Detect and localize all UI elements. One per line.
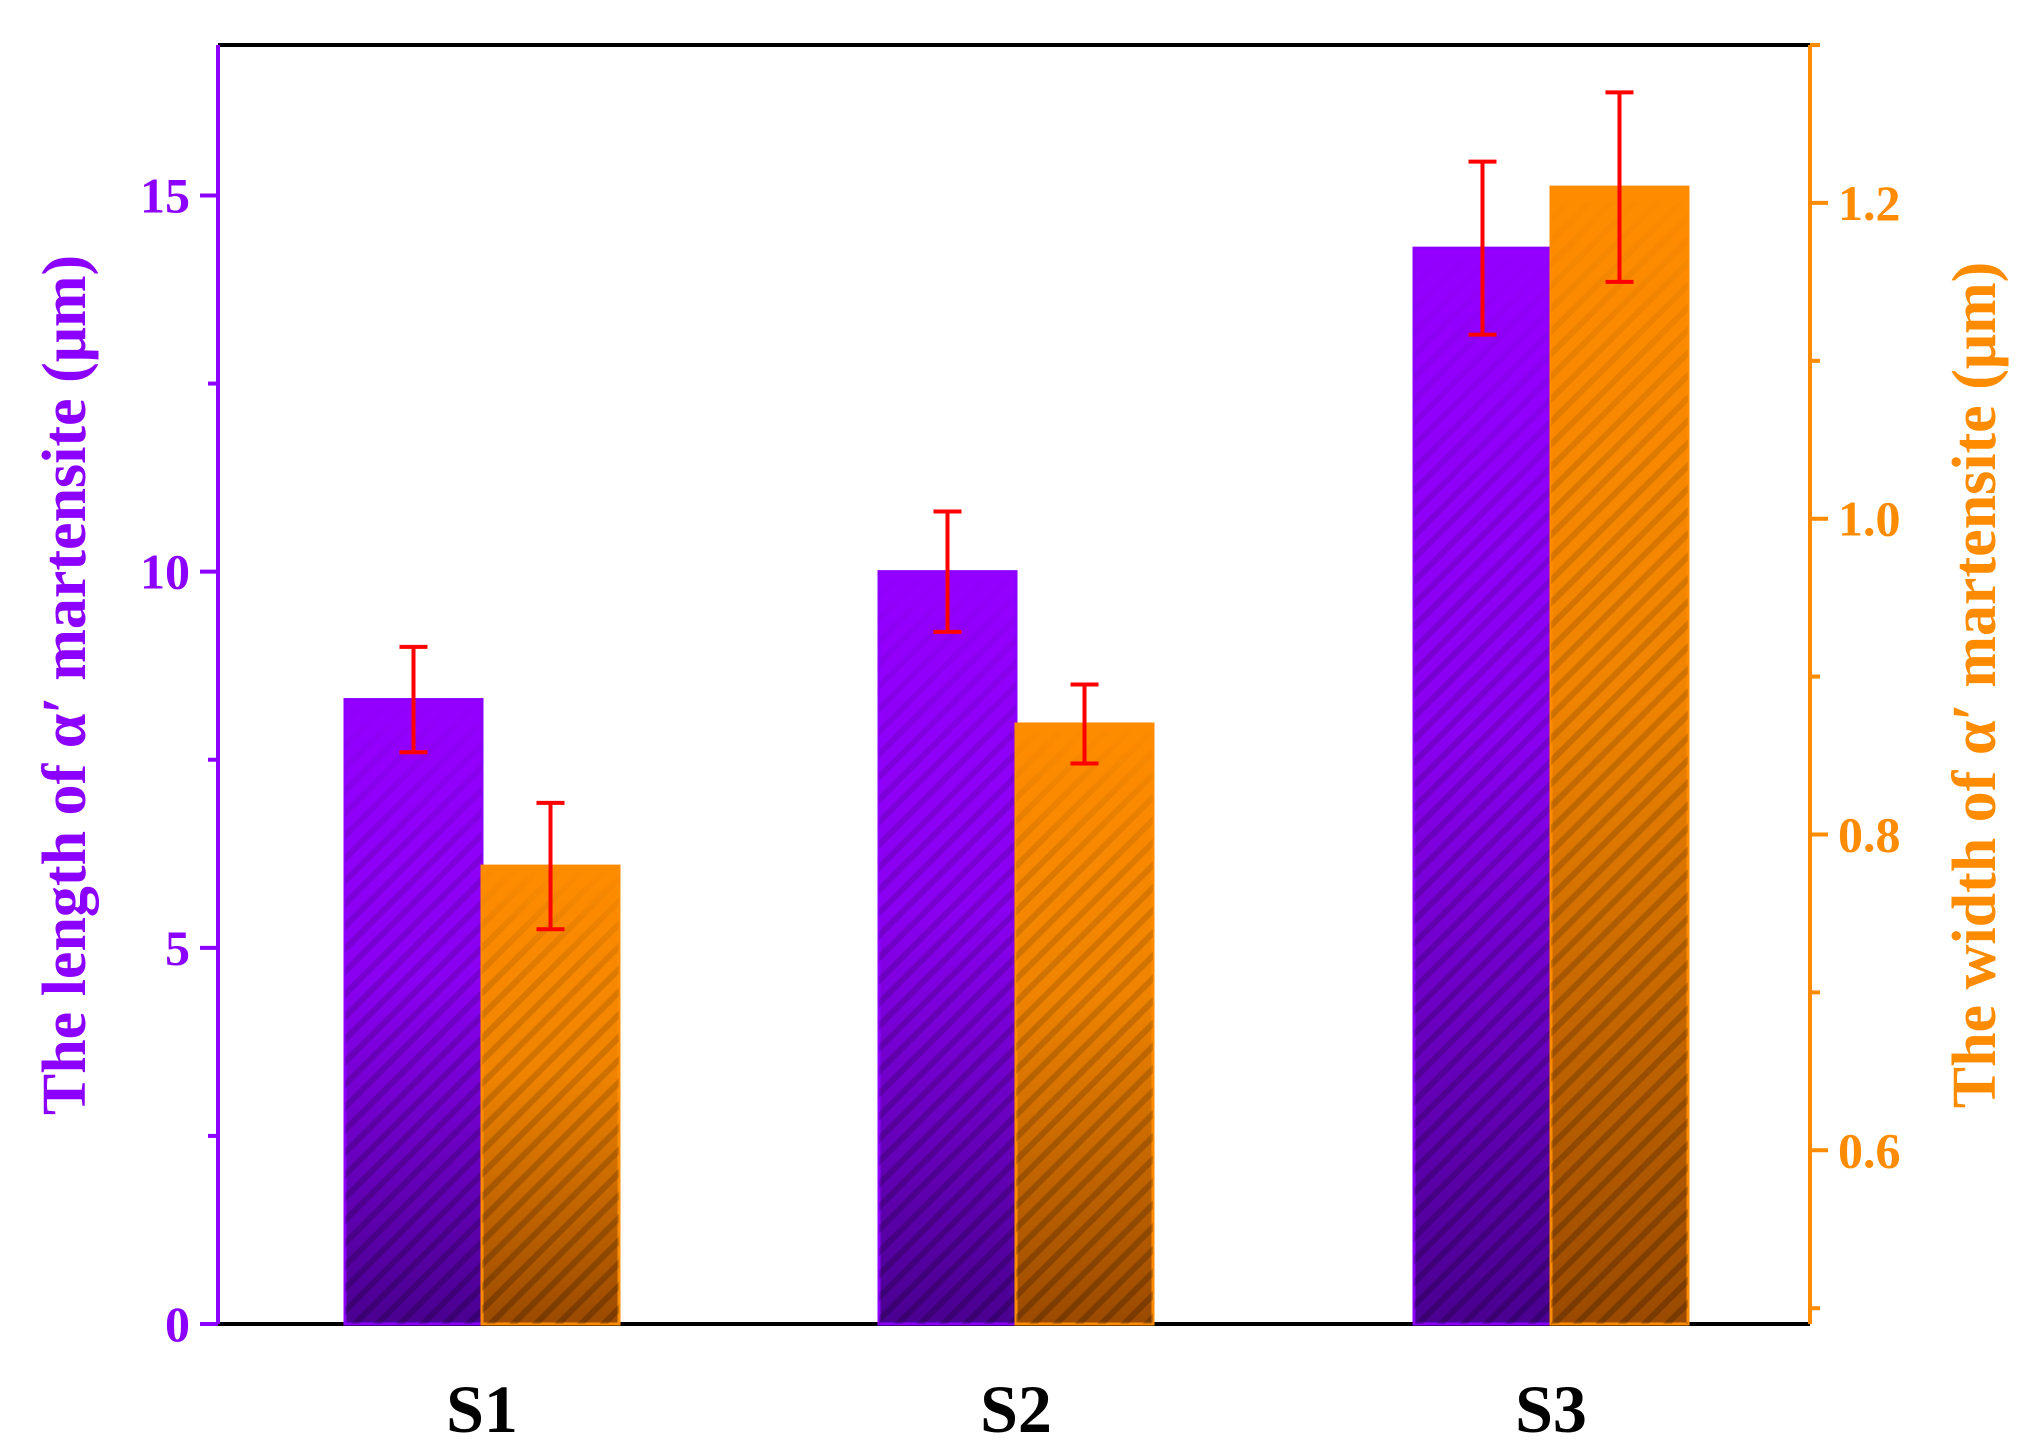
category-label-s2: S2 (980, 1371, 1052, 1447)
labels-layer: 0 5 10 15 0.6 0.8 1.0 1.2 S1 S2 S3 (140, 167, 1901, 1447)
category-label-s3: S3 (1515, 1371, 1587, 1447)
bar-hatch-s1-series2 (482, 866, 619, 1324)
right-axis-title: The width of α′ martensite (μm) (1941, 262, 2009, 1109)
bar-hatch-s1-series1 (345, 699, 482, 1324)
right-tick-label: 0.6 (1838, 1122, 1901, 1178)
category-label-s1: S1 (446, 1371, 518, 1447)
right-tick-label: 0.8 (1838, 807, 1901, 863)
right-tick-label: 1.2 (1838, 175, 1901, 231)
bar-hatch-s2-series1 (879, 571, 1016, 1324)
left-axis-title: The length of α′ martensite (μm) (31, 255, 99, 1115)
bar-hatch-s2-series2 (1016, 723, 1153, 1324)
bar-hatch-s3-series2 (1551, 187, 1688, 1325)
bars-layer (343, 185, 1690, 1326)
bar-hatch-s3-series1 (1414, 248, 1551, 1325)
left-tick-label: 5 (165, 920, 190, 976)
right-tick-label: 1.0 (1838, 491, 1901, 547)
error-bars-layer (399, 90, 1634, 932)
left-tick-label: 15 (140, 167, 190, 223)
left-tick-label: 0 (165, 1296, 190, 1352)
left-tick-label: 10 (140, 544, 190, 600)
